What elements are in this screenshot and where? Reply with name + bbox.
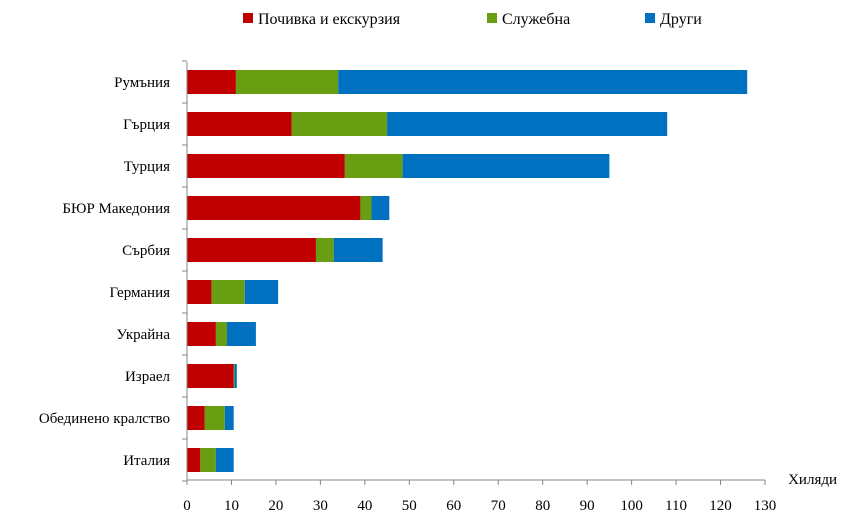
- bar-segment: [216, 322, 227, 346]
- legend-label: Служебна: [502, 11, 570, 28]
- bar-segment: [245, 280, 278, 304]
- bar-segment: [187, 154, 345, 178]
- category-labels: Румъния Гърция Турция БЮР Македония Сърбия Ге…: [39, 75, 171, 469]
- bar-segment: [387, 112, 667, 136]
- category-label: Италия: [123, 453, 170, 469]
- category-label: Турция: [124, 159, 170, 175]
- bar-segment: [211, 280, 244, 304]
- x-tick-label: 30: [313, 498, 328, 514]
- category-label: БЮР Македония: [62, 201, 170, 217]
- bars-group: [187, 70, 747, 472]
- legend-label: Почивка и екскурзия: [258, 11, 401, 28]
- x-tick-label: 100: [620, 498, 643, 514]
- bar-segment: [227, 322, 256, 346]
- x-tick-label: 110: [665, 498, 687, 514]
- legend-label: Други: [660, 11, 702, 28]
- bar-segment: [235, 364, 237, 388]
- bar-segment: [187, 280, 211, 304]
- x-tick-label: 50: [402, 498, 417, 514]
- bar-segment: [345, 154, 403, 178]
- x-tick-label: 120: [709, 498, 732, 514]
- x-tick-label: 20: [268, 498, 283, 514]
- bar-segment: [187, 448, 200, 472]
- category-label: Израел: [125, 369, 171, 385]
- bar-segment: [225, 406, 234, 430]
- bar-segment: [334, 238, 383, 262]
- legend-swatch: [243, 13, 253, 23]
- bar-segment: [338, 70, 747, 94]
- x-tick-label: 70: [491, 498, 506, 514]
- bar-segment: [187, 406, 205, 430]
- stacked-bar-chart: Почивка и екскурзия Служебна Други Румъния…: [0, 0, 842, 526]
- bar-segment: [360, 196, 371, 220]
- bar-segment: [200, 448, 216, 472]
- bar-segment: [403, 154, 610, 178]
- bar-segment: [187, 196, 360, 220]
- bar-segment: [187, 322, 216, 346]
- bar-segment: [372, 196, 390, 220]
- category-label: Украйна: [117, 327, 171, 343]
- legend: Почивка и екскурзия Служебна Други: [243, 11, 702, 28]
- bar-segment: [187, 70, 236, 94]
- bar-segment: [187, 238, 316, 262]
- x-tick-label: 10: [224, 498, 239, 514]
- x-tick-label: 60: [446, 498, 461, 514]
- bar-segment: [205, 406, 225, 430]
- chart-container: Почивка и екскурзия Служебна Други Румъния…: [0, 0, 842, 526]
- category-label: Германия: [110, 285, 171, 301]
- bar-segment: [234, 364, 235, 388]
- bar-segment: [236, 70, 338, 94]
- bar-segment: [216, 448, 234, 472]
- unit-label: Хиляди: [788, 472, 837, 488]
- x-tick-label: 80: [535, 498, 550, 514]
- x-tick-label: 130: [754, 498, 777, 514]
- category-label: Гърция: [123, 117, 170, 133]
- bar-segment: [187, 364, 234, 388]
- legend-swatch: [487, 13, 497, 23]
- bar-segment: [187, 112, 291, 136]
- x-tick-label: 90: [580, 498, 595, 514]
- category-label: Румъния: [114, 75, 170, 91]
- x-tick-label: 40: [357, 498, 372, 514]
- bar-segment: [316, 238, 334, 262]
- category-label: Сърбия: [122, 243, 170, 259]
- legend-swatch: [645, 13, 655, 23]
- category-label: Обединено кралство: [39, 411, 170, 427]
- bar-segment: [291, 112, 387, 136]
- x-tick-label: 0: [183, 498, 191, 514]
